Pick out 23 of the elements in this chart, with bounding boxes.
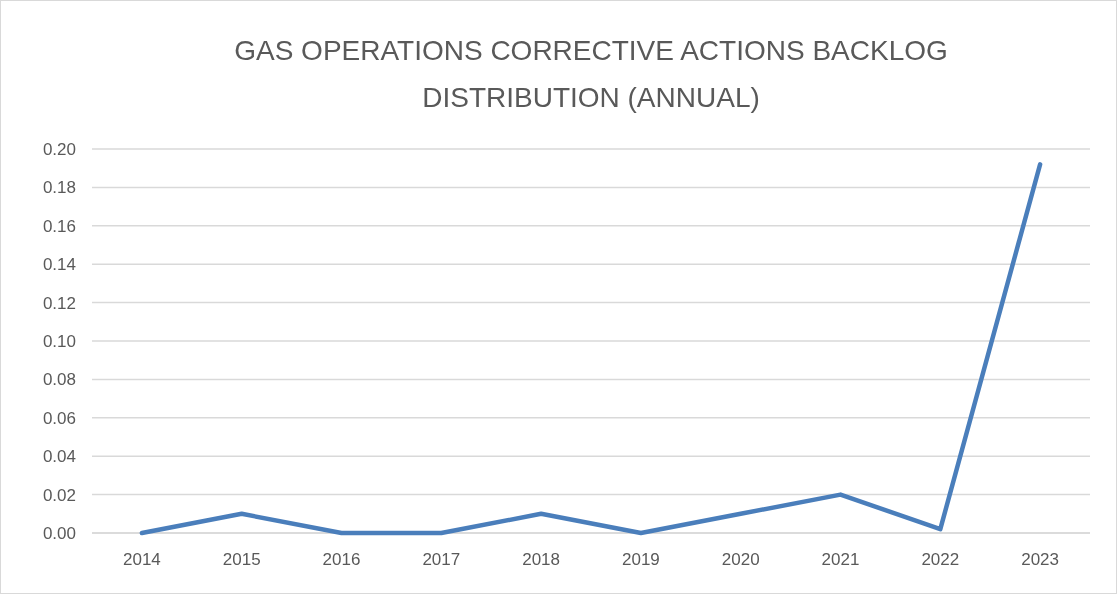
y-tick-label: 0.06 — [42, 408, 76, 428]
y-tick-label: 0.04 — [42, 447, 76, 467]
y-tick-label: 0.10 — [42, 331, 76, 351]
x-tick-label: 2019 — [621, 550, 660, 569]
y-tick-label: 0.02 — [42, 485, 76, 505]
chart-title: GAS OPERATIONS CORRECTIVE ACTIONS BACKLOG DISTRIBUTION (ANNUAL) — [234, 35, 948, 113]
x-tick-label: 2020 — [721, 550, 760, 569]
y-tick-label: 0.12 — [42, 293, 76, 313]
x-tick-label: 2016 — [322, 550, 361, 569]
line-series — [139, 162, 1043, 536]
y-tick-label: 0.14 — [42, 255, 76, 275]
y-tick-label: 0.20 — [42, 139, 76, 159]
x-tick-label: 2022 — [921, 550, 960, 569]
y-tick-label: 0.00 — [42, 523, 76, 543]
x-tick-label: 2023 — [1021, 550, 1060, 569]
x-tick-label: 2015 — [222, 550, 261, 569]
x-tick-label: 2018 — [522, 550, 561, 569]
x-tick-label: 2017 — [422, 550, 461, 569]
y-tick-label: 0.16 — [42, 216, 76, 236]
y-tick-label: 0.08 — [42, 370, 76, 390]
x-tick-label: 2021 — [821, 550, 860, 569]
x-tick-label: 2014 — [122, 550, 161, 569]
y-tick-label: 0.18 — [42, 178, 76, 198]
